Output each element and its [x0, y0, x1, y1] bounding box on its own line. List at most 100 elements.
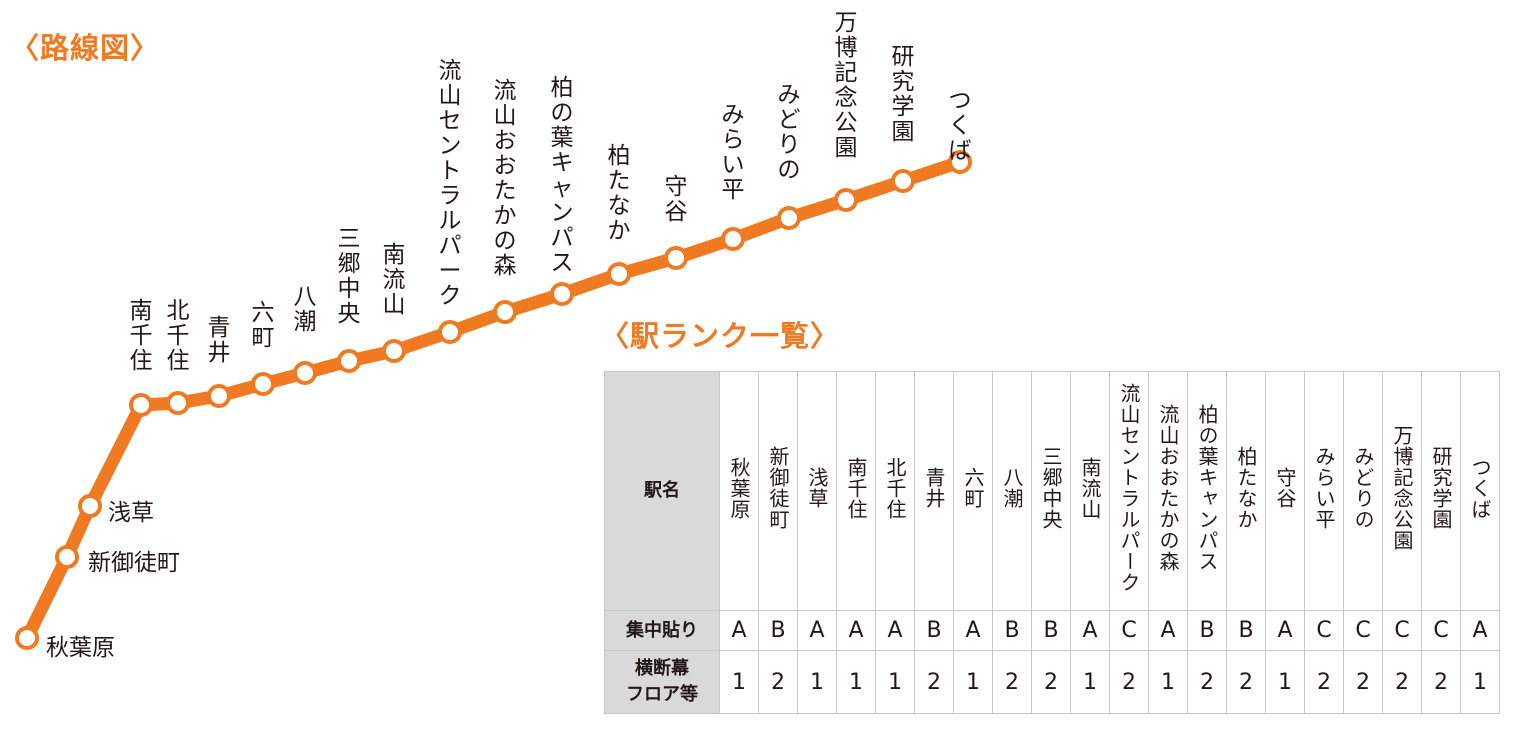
rank-cell: C: [1382, 610, 1422, 651]
station-label: 南千住: [130, 298, 153, 374]
floor-cell: 1: [875, 650, 915, 714]
floor-cell: 1: [1265, 650, 1305, 714]
floor-cell: 2: [992, 650, 1032, 714]
floor-cell: 2: [1343, 650, 1383, 714]
station-name-cell: 北千住: [875, 371, 915, 611]
station-name-cell: 流山セントラルパーク: [1109, 371, 1149, 611]
station-marker: [607, 262, 631, 286]
station-name-cell: 万博記念公園: [1382, 371, 1422, 611]
station-name-text: 青井: [922, 467, 946, 509]
station-label: 万博記念公園: [835, 10, 858, 161]
rank-cell: A: [1148, 610, 1188, 651]
station-rank-title: 〈駅ランク一覧〉: [600, 319, 841, 353]
station-name-cell: 守谷: [1265, 371, 1305, 611]
station-label: 浅草: [108, 500, 154, 526]
station-marker: [550, 282, 574, 306]
rank-cell: A: [836, 610, 876, 651]
station-name-text: 万博記念公園: [1390, 425, 1414, 551]
station-label: 流山セントラルパーク: [439, 58, 462, 309]
station-name-cell: 研究学園: [1421, 371, 1461, 611]
floor-cell: 2: [914, 650, 954, 714]
rank-cell: A: [1460, 610, 1500, 651]
route-map: 秋葉原新御徒町浅草南千住北千住青井六町八潮三郷中央南流山流山セントラルパーク流山…: [15, 10, 972, 661]
station-name-cell: 秋葉原: [719, 371, 759, 611]
station-name-row: 駅名 秋葉原 新御徒町 浅草 南千住 北千住 青井 六町 八潮 三郷中央 南流山 流山セントラルパー…: [604, 371, 1500, 611]
station-marker: [664, 246, 688, 270]
station-name-text: 南千住: [844, 456, 868, 520]
station-name-cell: 南流山: [1070, 371, 1110, 611]
route-map-title: 〈路線図〉: [10, 31, 161, 65]
station-name-text: 流山おおたかの森: [1156, 404, 1180, 572]
station-name-cell: 柏の葉キャンパス: [1187, 371, 1227, 611]
station-name-text: 六町: [961, 467, 985, 509]
station-label: 六町: [252, 300, 275, 351]
station-marker: [337, 349, 361, 373]
floor-cell: 1: [797, 650, 837, 714]
station-name-cell: 浅草: [797, 371, 837, 611]
rank-cell: A: [797, 610, 837, 651]
station-marker: [777, 206, 801, 230]
station-label: 研究学園: [892, 44, 915, 145]
station-label: つくば: [949, 88, 972, 164]
station-name-cell: 六町: [953, 371, 993, 611]
floor-cell: 1: [836, 650, 876, 714]
station-name-text: みらい平: [1312, 446, 1336, 530]
station-name-text: 浅草: [805, 467, 829, 509]
rank-cell: A: [875, 610, 915, 651]
station-name-cell: 流山おおたかの森: [1148, 371, 1188, 611]
floor-cell: 1: [1070, 650, 1110, 714]
station-name-text: 新御徒町: [766, 446, 790, 530]
floor-cell: 2: [1109, 650, 1149, 714]
station-marker: [438, 320, 462, 344]
station-label: 八潮: [294, 284, 317, 335]
station-marker: [207, 384, 231, 408]
station-name-text: 秋葉原: [727, 456, 751, 520]
station-marker: [15, 626, 39, 650]
station-label: 秋葉原: [46, 635, 115, 661]
rank-cell: B: [758, 610, 798, 651]
rank-cell: A: [1070, 610, 1110, 651]
station-name-text: 柏たなか: [1234, 446, 1258, 530]
station-marker: [129, 393, 153, 417]
station-name-cell: 八潮: [992, 371, 1032, 611]
station-marker: [166, 391, 190, 415]
rank-cell: A: [953, 610, 993, 651]
station-marker: [382, 339, 406, 363]
rank-cell: B: [914, 610, 954, 651]
floor-cell: 2: [1226, 650, 1266, 714]
station-name-cell: 柏たなか: [1226, 371, 1266, 611]
station-name-cell: 南千住: [836, 371, 876, 611]
rank-cell: C: [1343, 610, 1383, 651]
station-name-header: 駅名: [604, 371, 720, 611]
rank-cell: A: [1265, 610, 1305, 651]
floor-cell: 2: [1421, 650, 1461, 714]
station-name-text: 北千住: [883, 456, 907, 520]
floor-cell: 2: [1382, 650, 1422, 714]
rank-cell: B: [1187, 610, 1227, 651]
station-name-cell: 青井: [914, 371, 954, 611]
station-marker: [948, 150, 972, 174]
rank-cell: C: [1304, 610, 1344, 651]
station-label: みらい平: [722, 102, 745, 203]
station-label: みどりの: [778, 82, 801, 183]
rank-cell: B: [992, 610, 1032, 651]
station-label: 柏の葉キャンパス: [551, 75, 574, 276]
station-rank-table: 駅名 秋葉原 新御徒町 浅草 南千住 北千住 青井 六町 八潮 三郷中央 南流山 流山セントラルパー…: [604, 371, 1500, 714]
station-name-cell: 三郷中央: [1031, 371, 1071, 611]
station-marker: [78, 494, 102, 518]
floor-cell: 1: [1148, 650, 1188, 714]
rank-cell: C: [1421, 610, 1461, 651]
floor-cell: 1: [953, 650, 993, 714]
rank-row-label: 集中貼り: [604, 610, 720, 651]
station-name-cell: みどりの: [1343, 371, 1383, 611]
floor-label-line1: 横断幕: [635, 658, 689, 679]
floor-cell: 2: [1304, 650, 1344, 714]
station-name-text: 守谷: [1273, 467, 1297, 509]
floor-cell: 2: [1187, 650, 1227, 714]
station-label: 南流山: [383, 242, 406, 318]
station-name-text: 三郷中央: [1039, 446, 1063, 530]
station-label: 北千住: [167, 298, 190, 374]
rank-cell: B: [1031, 610, 1071, 651]
